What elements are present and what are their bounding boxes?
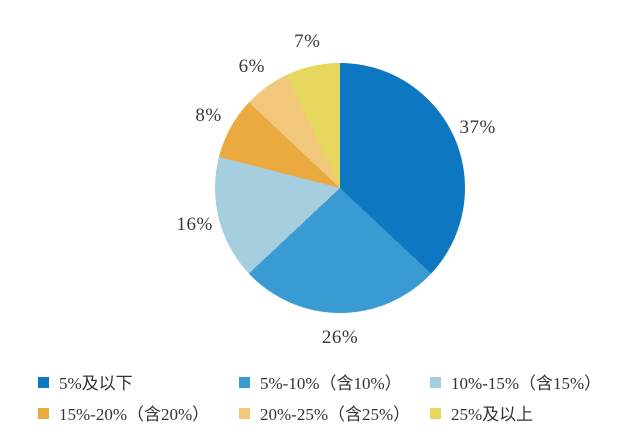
legend-item: 5%及以下 [38,371,133,393]
pie-chart [215,63,465,313]
legend-item: 15%-20%（含20%） [38,402,210,424]
slice-percentage-label: 37% [459,117,496,139]
legend-color-swatch [239,376,250,388]
slice-percentage-label: 7% [294,30,321,52]
slice-percentage-label: 26% [321,327,359,348]
slice-percentage-label: 6% [238,55,265,77]
legend-label: 5%及以下 [59,374,133,393]
legend-item: 20%-25%（含25%） [239,402,411,424]
legend-color-swatch [430,407,441,419]
legend-label: 15%-20%（含20%） [59,405,210,424]
legend-color-swatch [38,407,49,419]
legend-label: 5%-10%（含10%） [260,374,402,393]
legend-item: 5%-10%（含10%） [239,371,402,393]
slice-percentage-label: 16% [176,214,213,236]
legend-item: 25%及以上 [430,402,534,424]
slice-percentage-label: 8% [195,104,222,126]
legend-label: 10%-15%（含15%） [451,374,602,393]
legend-color-swatch [239,407,250,419]
legend-label: 20%-25%（含25%） [260,405,411,424]
legend-item: 10%-15%（含15%） [430,371,602,393]
legend-label: 25%及以上 [451,405,534,424]
legend-color-swatch [430,376,441,388]
legend-color-swatch [38,376,49,388]
